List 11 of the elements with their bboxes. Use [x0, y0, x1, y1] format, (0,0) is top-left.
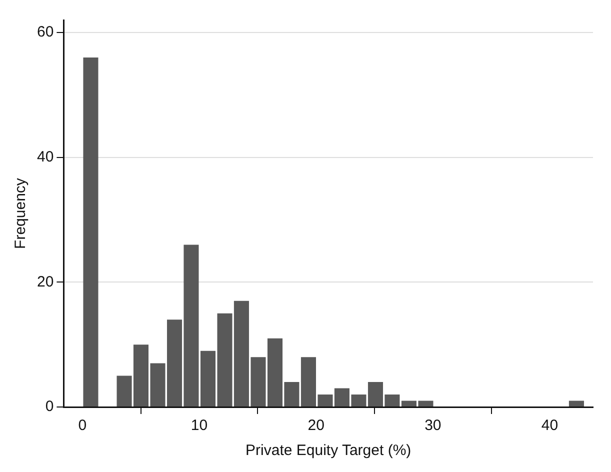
- x-tick-label: 20: [308, 417, 324, 434]
- x-tick-label: 10: [190, 417, 208, 434]
- y-axis-title: Frequency: [12, 178, 30, 249]
- x-axis-title: Private Equity Target (%): [246, 442, 412, 460]
- x-tick-label: 40: [541, 417, 558, 434]
- y-tick-label: 60: [36, 24, 54, 41]
- x-tick-label: 30: [424, 417, 442, 434]
- y-tick-label: 40: [36, 148, 54, 166]
- y-tick-label: 20: [36, 273, 54, 290]
- x-tick-label: 0: [78, 417, 87, 434]
- y-tick-label: 0: [45, 398, 54, 416]
